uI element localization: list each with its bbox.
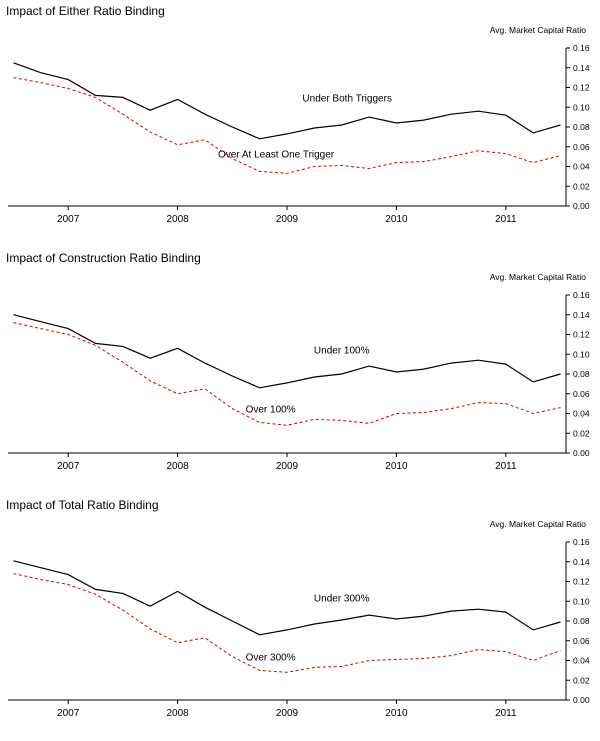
y-tick-label: 0.10	[573, 349, 590, 359]
y-tick-label: 0.16	[573, 537, 590, 547]
y-axis-note: Avg. Market Capital Ratio	[489, 519, 586, 529]
y-axis-note: Avg. Market Capital Ratio	[489, 25, 586, 35]
x-tick-label: 2010	[385, 708, 408, 719]
x-tick-label: 2007	[57, 461, 80, 472]
x-tick-label: 2008	[166, 708, 189, 719]
y-tick-label: 0.06	[573, 142, 590, 152]
chart-either-ratio-binding: Impact of Either Ratio Binding Avg. Mark…	[0, 0, 600, 247]
y-tick-label: 0.00	[573, 201, 590, 211]
series-label-under: Under Both Triggers	[302, 93, 392, 104]
y-tick-label: 0.04	[573, 656, 590, 666]
series-line-over	[13, 322, 561, 426]
y-tick-label: 0.12	[573, 577, 590, 587]
y-tick-label: 0.14	[573, 557, 590, 567]
y-tick-label: 0.04	[573, 162, 590, 172]
x-tick-label: 2007	[57, 708, 80, 719]
chart-total-ratio-binding: Impact of Total Ratio Binding Avg. Marke…	[0, 494, 600, 741]
y-tick-label: 0.16	[573, 43, 590, 53]
x-tick-label: 2009	[276, 461, 299, 472]
x-tick-label: 2011	[495, 461, 517, 472]
y-tick-label: 0.06	[573, 389, 590, 399]
y-tick-label: 0.00	[573, 695, 590, 705]
y-tick-label: 0.10	[573, 102, 590, 112]
x-tick-label: 2009	[276, 708, 299, 719]
series-label-under: Under 300%	[314, 593, 370, 604]
series-line-under	[13, 314, 561, 389]
series-line-over	[13, 77, 561, 174]
y-tick-label: 0.02	[573, 181, 590, 191]
y-tick-label: 0.08	[573, 616, 590, 626]
y-tick-label: 0.08	[573, 369, 590, 379]
y-tick-label: 0.16	[573, 290, 590, 300]
line-plot: 0.00 0.02 0.04 0.06 0.08 0.10 0.12 0.14 0.16 2007…	[8, 290, 590, 472]
y-tick-label: 0.00	[573, 448, 590, 458]
x-tick-label: 2009	[276, 214, 299, 225]
y-tick-label: 0.04	[573, 409, 590, 419]
y-axis-note: Avg. Market Capital Ratio	[489, 272, 586, 282]
series-label-over: Over 100%	[246, 405, 296, 416]
x-tick-label: 2008	[166, 214, 189, 225]
series-line-under	[13, 62, 561, 140]
y-tick-label: 0.12	[573, 83, 590, 93]
y-tick-label: 0.14	[573, 310, 590, 320]
x-tick-label: 2008	[166, 461, 189, 472]
chart-title: Impact of Construction Ratio Binding	[6, 251, 201, 265]
chart-title: Impact of Either Ratio Binding	[6, 4, 165, 18]
y-tick-label: 0.10	[573, 596, 590, 606]
line-plot: 0.00 0.02 0.04 0.06 0.08 0.10 0.12 0.14 0.16 2007…	[8, 43, 590, 225]
chart-construction-ratio-binding: Impact of Construction Ratio Binding Avg…	[0, 247, 600, 494]
x-tick-label: 2007	[57, 214, 80, 225]
series-label-over: Over 300%	[246, 653, 296, 664]
series-line-over	[13, 573, 561, 673]
x-tick-label: 2011	[495, 214, 517, 225]
y-tick-label: 0.12	[573, 330, 590, 340]
x-tick-label: 2011	[495, 708, 517, 719]
y-tick-label: 0.14	[573, 63, 590, 73]
y-tick-label: 0.06	[573, 636, 590, 646]
x-tick-label: 2010	[385, 461, 408, 472]
y-tick-label: 0.02	[573, 428, 590, 438]
x-tick-label: 2010	[385, 214, 408, 225]
y-tick-label: 0.02	[573, 675, 590, 685]
series-label-under: Under 100%	[314, 345, 370, 356]
y-tick-label: 0.08	[573, 122, 590, 132]
line-plot: 0.00 0.02 0.04 0.06 0.08 0.10 0.12 0.14 0.16 2007…	[8, 537, 590, 719]
series-line-under	[13, 560, 561, 636]
chart-title: Impact of Total Ratio Binding	[6, 498, 159, 512]
series-label-over: Over At Least One Trigger	[218, 150, 335, 161]
